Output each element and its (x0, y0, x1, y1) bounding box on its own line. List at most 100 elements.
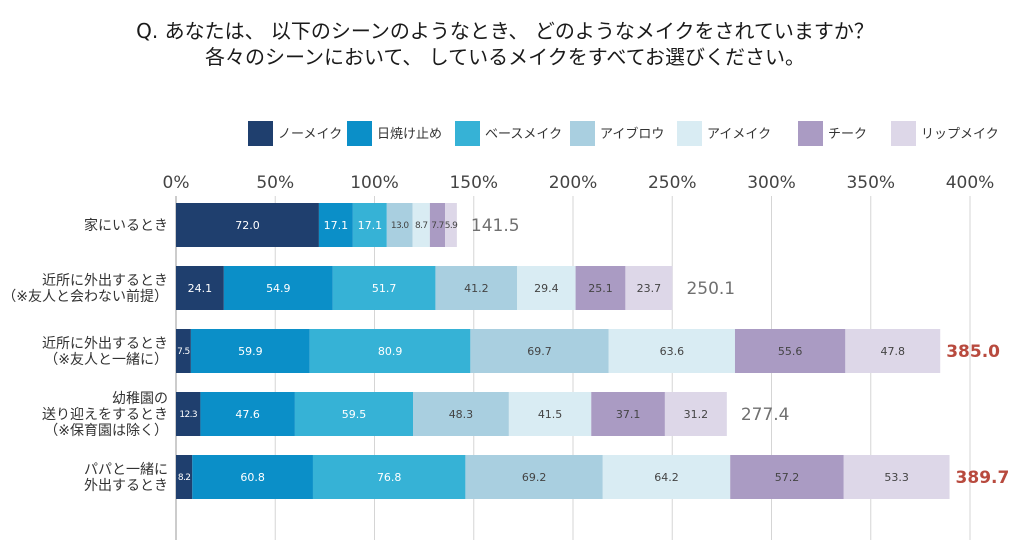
data-label: 13.0 (391, 221, 410, 231)
bar-segment (664, 392, 727, 436)
legend-label: アイメイク (707, 127, 771, 142)
data-label: 69.7 (527, 345, 552, 358)
total-label: 385.0 (946, 342, 1000, 362)
bar-segment (602, 455, 731, 499)
data-label: 64.2 (654, 471, 679, 484)
category-label: 家にいるとき (84, 217, 168, 234)
total-label: 277.4 (741, 405, 790, 425)
bars: 72.0 17.1 17.1 13.0 8.7 7.7 5.9 24.1 54.9 51.7 41.… (176, 203, 950, 499)
bar-segment (176, 392, 201, 436)
x-tick-label: 400% (946, 173, 995, 193)
data-label: 47.8 (881, 345, 906, 358)
category-label: パパと一緒に外出するとき (84, 462, 168, 494)
legend-swatch (891, 121, 916, 146)
bar-segment (470, 329, 609, 373)
bar-segment (312, 455, 466, 499)
data-label: 69.2 (522, 471, 547, 484)
bar-segment (386, 203, 413, 247)
bar-segment (734, 329, 846, 373)
data-label: 17.1 (324, 219, 349, 232)
data-label: 7.5 (177, 347, 190, 357)
total-label: 141.5 (471, 216, 520, 236)
bar-segment (575, 266, 626, 310)
data-label: 12.3 (179, 410, 197, 420)
data-label: 17.1 (358, 219, 383, 232)
x-tick-label: 150% (449, 173, 498, 193)
bar-segment (176, 455, 193, 499)
data-label: 48.3 (449, 408, 474, 421)
bar-segment (190, 329, 310, 373)
question-line-2: 各々のシーンにおいて、 しているメイクをすべてお選びください。 (205, 45, 805, 69)
bar-segment (176, 329, 191, 373)
category-label: 幼稚園の送り迎えをするとき（※保育園は除く） (42, 391, 168, 439)
bar-segment (465, 455, 603, 499)
x-tick-label: 50% (256, 173, 294, 193)
x-tick-label: 0% (163, 173, 190, 193)
x-tick-label: 100% (350, 173, 399, 193)
bar-segment (625, 266, 673, 310)
data-label: 59.5 (342, 408, 367, 421)
legend-label: 日焼け止め (377, 127, 442, 142)
data-label: 7.7 (431, 221, 444, 231)
bar-segment (352, 203, 387, 247)
bar-segment (176, 266, 224, 310)
bar-segment (200, 392, 295, 436)
data-label: 41.2 (464, 282, 489, 295)
bar-segment (332, 266, 436, 310)
bar-segment (429, 203, 446, 247)
x-tick-label: 250% (648, 173, 697, 193)
question-title: Q. あなたは、 以下のシーンのようなとき、 どのようなメイクをされていますか？… (0, 18, 1010, 70)
x-tick-label: 350% (846, 173, 895, 193)
bar-segment (591, 392, 665, 436)
data-label: 41.5 (538, 408, 563, 421)
data-label: 37.1 (616, 408, 641, 421)
bar-segment (730, 455, 844, 499)
bar-segment (294, 392, 414, 436)
data-label: 59.9 (238, 345, 263, 358)
data-label: 47.6 (235, 408, 260, 421)
data-label: 5.9 (445, 221, 458, 231)
bar-segment (445, 203, 457, 247)
data-label: 23.7 (637, 282, 662, 295)
bar-segment (608, 329, 735, 373)
bar-segment (412, 203, 430, 247)
total-label: 250.1 (686, 279, 735, 299)
x-tick-label: 200% (549, 173, 598, 193)
data-label: 31.2 (684, 408, 709, 421)
legend-label: リップメイク (921, 127, 999, 142)
x-axis-ticks: 0% 50% 100% 150% 200% 250% 300% 350% 400% (163, 173, 995, 193)
data-label: 53.3 (884, 471, 909, 484)
data-label: 63.6 (660, 345, 685, 358)
legend-swatch (570, 121, 595, 146)
legend-swatch (455, 121, 480, 146)
data-label: 8.2 (178, 473, 191, 483)
legend-swatch (347, 121, 372, 146)
data-label: 57.2 (775, 471, 800, 484)
data-label: 51.7 (372, 282, 397, 295)
bar-segment (435, 266, 518, 310)
data-label: 25.1 (588, 282, 613, 295)
legend: ノーメイク 日焼け止め ベースメイク アイブロウ アイメイク チーク リップメイク (248, 121, 999, 146)
bar-segment (318, 203, 353, 247)
legend-label: ベースメイク (485, 127, 562, 142)
data-label: 76.8 (377, 471, 402, 484)
data-label: 72.0 (235, 219, 260, 232)
bar-segment (845, 329, 941, 373)
bar-segment (517, 266, 576, 310)
data-label: 29.4 (534, 282, 559, 295)
x-tick-label: 300% (747, 173, 796, 193)
bar-segment (309, 329, 471, 373)
data-label: 60.8 (240, 471, 265, 484)
category-label: 近所に外出するとき（※友人と一緒に） (42, 336, 168, 368)
data-label: 55.6 (778, 345, 803, 358)
data-label: 24.1 (188, 282, 213, 295)
question-line-1: Q. あなたは、 以下のシーンのようなとき、 どのようなメイクをされていますか？ (136, 19, 874, 43)
legend-swatch (677, 121, 702, 146)
legend-label: アイブロウ (600, 126, 664, 142)
bar-segment (508, 392, 592, 436)
category-label: 近所に外出するとき（※友人と会わない前提） (2, 273, 168, 305)
legend-swatch (248, 121, 273, 146)
total-labels: 141.5 250.1 385.0 277.4 389.7 (471, 216, 1009, 488)
